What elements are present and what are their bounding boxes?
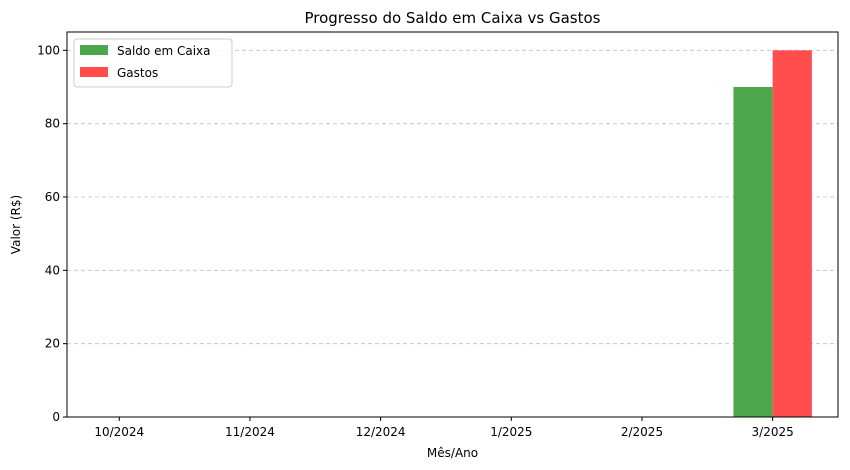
- x-tick-label: 2/2025: [621, 425, 663, 439]
- bars: [733, 50, 812, 417]
- x-tick-label: 1/2025: [490, 425, 532, 439]
- x-tick-label: 12/2024: [356, 425, 406, 439]
- x-axis-ticks: 10/2024 11/2024 12/2024 1/2025 2/2025 3/2025: [94, 417, 794, 439]
- bar-saldo-em-caixa: [733, 87, 773, 417]
- y-axis-ticks: 0 20 40 60 80 100: [37, 43, 67, 424]
- y-tick-label: 80: [45, 117, 60, 131]
- y-tick-label: 40: [45, 263, 60, 277]
- x-tick-label: 11/2024: [225, 425, 275, 439]
- legend-label: Gastos: [117, 66, 158, 80]
- x-tick-label: 10/2024: [94, 425, 144, 439]
- chart-title: Progresso do Saldo em Caixa vs Gastos: [304, 9, 600, 27]
- legend-box: [73, 38, 233, 88]
- y-tick-label: 20: [45, 337, 60, 351]
- legend-label: Saldo em Caixa: [117, 44, 211, 58]
- x-axis-label: Mês/Ano: [427, 446, 478, 460]
- y-axis-label: Valor (R$): [9, 195, 23, 254]
- legend-swatch: [80, 67, 108, 77]
- y-tick-label: 0: [52, 410, 60, 424]
- y-tick-label: 100: [37, 43, 60, 57]
- bar-gastos: [772, 50, 812, 417]
- plot-frame: [66, 31, 839, 418]
- legend: Saldo em Caixa Gastos: [73, 38, 233, 88]
- y-tick-label: 60: [45, 190, 60, 204]
- x-tick-label: 3/2025: [752, 425, 794, 439]
- legend-swatch: [80, 45, 108, 55]
